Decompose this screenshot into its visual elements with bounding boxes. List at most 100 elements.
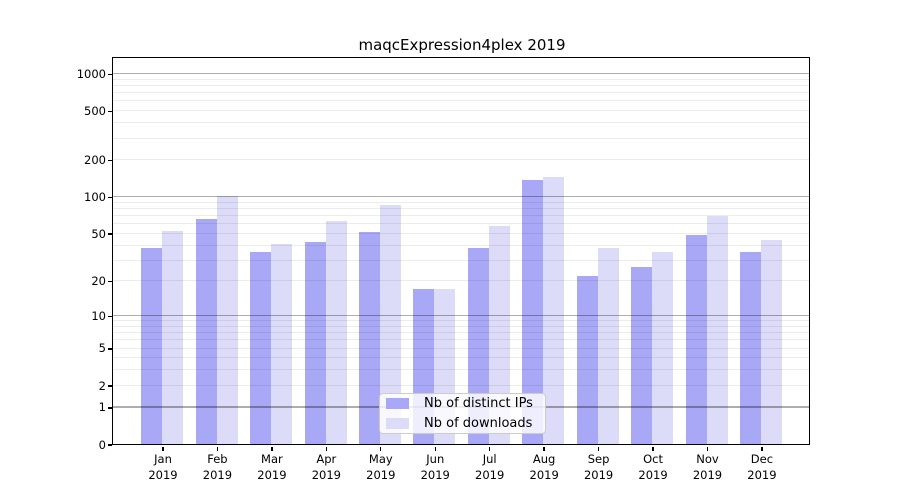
bar-nov-2019-downloads xyxy=(706,215,728,445)
x-axis-label-may: May 2019 xyxy=(366,452,396,482)
gridline-major-100 xyxy=(113,195,810,198)
y-tick-5 xyxy=(108,348,113,350)
x-axis-label-jul: Jul 2019 xyxy=(475,452,505,482)
y-tick-50 xyxy=(108,233,113,235)
gridline-minor-500 xyxy=(113,110,810,112)
bar-feb-2019-distinct-ips xyxy=(195,218,217,445)
y-axis-label-200: 200 xyxy=(84,153,106,168)
y-axis-label-1000: 1000 xyxy=(76,66,106,81)
legend: Nb of distinct IPs Nb of downloads xyxy=(379,393,546,434)
gridline-minor-3 xyxy=(113,369,810,371)
x-axis-label-feb: Feb 2019 xyxy=(202,452,233,482)
gridline-minor-50 xyxy=(113,232,810,234)
y-tick-100 xyxy=(108,196,113,199)
gridline-minor-80 xyxy=(113,207,810,209)
gridline-major-1000 xyxy=(113,72,810,75)
bar-oct-2019-downloads xyxy=(652,251,674,445)
bar-feb-2019-downloads xyxy=(216,196,238,445)
x-tick-sep xyxy=(597,446,600,451)
y-tick-20 xyxy=(108,281,113,283)
gridline-minor-30 xyxy=(113,259,810,261)
y-tick-500 xyxy=(108,110,113,113)
bar-jan-2019-downloads xyxy=(162,231,184,445)
x-axis-label-oct: Oct 2019 xyxy=(638,452,668,482)
bar-may-2019-distinct-ips xyxy=(358,232,380,445)
x-axis-label-aug: Aug 2019 xyxy=(529,452,559,482)
bar-jan-2019-distinct-ips xyxy=(141,247,163,445)
y-axis-label-5: 5 xyxy=(98,341,106,356)
gridline-minor-300 xyxy=(113,137,810,139)
gridline-minor-6 xyxy=(113,339,810,341)
gridline-minor-90 xyxy=(113,201,810,203)
legend-swatch-downloads xyxy=(386,418,409,429)
y-axis-label-1: 1 xyxy=(98,400,106,415)
y-axis-label-0: 0 xyxy=(98,437,106,452)
x-tick-jun xyxy=(434,446,436,451)
x-axis-label-sep: Sep 2019 xyxy=(583,452,614,482)
x-tick-oct xyxy=(652,446,654,451)
plot-area xyxy=(112,57,811,446)
gridline-minor-700 xyxy=(113,92,810,94)
y-tick-0 xyxy=(108,444,113,446)
gridline-minor-60 xyxy=(113,223,810,225)
gridline-minor-40 xyxy=(113,244,810,246)
gridline-major-10 xyxy=(113,314,810,317)
y-axis-label-50: 50 xyxy=(91,226,106,241)
gridline-minor-200 xyxy=(113,159,810,161)
y-axis-label-20: 20 xyxy=(91,274,106,289)
x-axis-label-dec: Dec 2019 xyxy=(747,452,777,482)
legend-row-1: Nb of downloads xyxy=(386,416,545,432)
y-axis-label-500: 500 xyxy=(84,104,106,119)
x-axis-label-jan: Jan 2019 xyxy=(148,452,178,482)
x-axis-label-apr: Apr 2019 xyxy=(311,452,341,482)
x-tick-jul xyxy=(489,446,491,451)
x-axis-label-nov: Nov 2019 xyxy=(692,452,723,482)
x-tick-nov xyxy=(706,446,709,451)
legend-label-downloads: Nb of downloads xyxy=(424,415,533,431)
gridline-minor-900 xyxy=(113,78,810,80)
gridline-minor-70 xyxy=(113,215,810,217)
bar-dec-2019-distinct-ips xyxy=(740,251,762,445)
bar-aug-2019-downloads xyxy=(543,176,565,445)
gridline-minor-4 xyxy=(113,357,810,359)
legend-row-0: Nb of distinct IPs xyxy=(386,396,545,412)
gridline-minor-8 xyxy=(113,325,810,327)
y-axis-label-100: 100 xyxy=(84,189,106,204)
x-tick-jan xyxy=(162,446,164,451)
legend-swatch-distinct-ips xyxy=(386,398,409,409)
bar-dec-2019-downloads xyxy=(761,240,783,445)
gridline-minor-20 xyxy=(113,280,810,282)
x-tick-mar xyxy=(271,446,273,451)
legend-label-distinct-ips: Nb of distinct IPs xyxy=(424,395,533,411)
bar-may-2019-downloads xyxy=(379,204,401,445)
x-tick-apr xyxy=(325,446,328,451)
y-tick-200 xyxy=(108,159,113,162)
gridline-minor-7 xyxy=(113,332,810,334)
bar-oct-2019-distinct-ips xyxy=(631,267,653,445)
x-tick-may xyxy=(380,446,382,451)
bar-mar-2019-distinct-ips xyxy=(250,251,272,445)
x-tick-aug xyxy=(543,446,545,451)
bar-sep-2019-distinct-ips xyxy=(576,276,598,445)
y-tick-1 xyxy=(108,407,113,409)
x-axis-label-jun: Jun 2019 xyxy=(420,452,450,482)
y-axis-label-2: 2 xyxy=(98,378,106,393)
gridline-minor-600 xyxy=(113,100,810,102)
chart-title: maqcExpression4plex 2019 xyxy=(358,36,566,54)
bar-apr-2019-distinct-ips xyxy=(304,242,326,445)
gridline-minor-2 xyxy=(113,384,810,386)
y-axis-label-10: 10 xyxy=(91,308,106,323)
y-tick-2 xyxy=(108,385,113,387)
x-tick-dec xyxy=(761,446,763,451)
x-axis-label-mar: Mar 2019 xyxy=(257,452,287,482)
bar-sep-2019-downloads xyxy=(597,247,619,445)
y-tick-10 xyxy=(108,315,113,318)
bar-aug-2019-distinct-ips xyxy=(522,179,544,445)
gridline-minor-400 xyxy=(113,122,810,124)
bar-jul-2019-downloads xyxy=(488,226,510,445)
bar-mar-2019-downloads xyxy=(271,243,293,445)
x-tick-feb xyxy=(216,446,219,451)
gridline-minor-5 xyxy=(113,347,810,349)
y-tick-1000 xyxy=(108,73,113,76)
